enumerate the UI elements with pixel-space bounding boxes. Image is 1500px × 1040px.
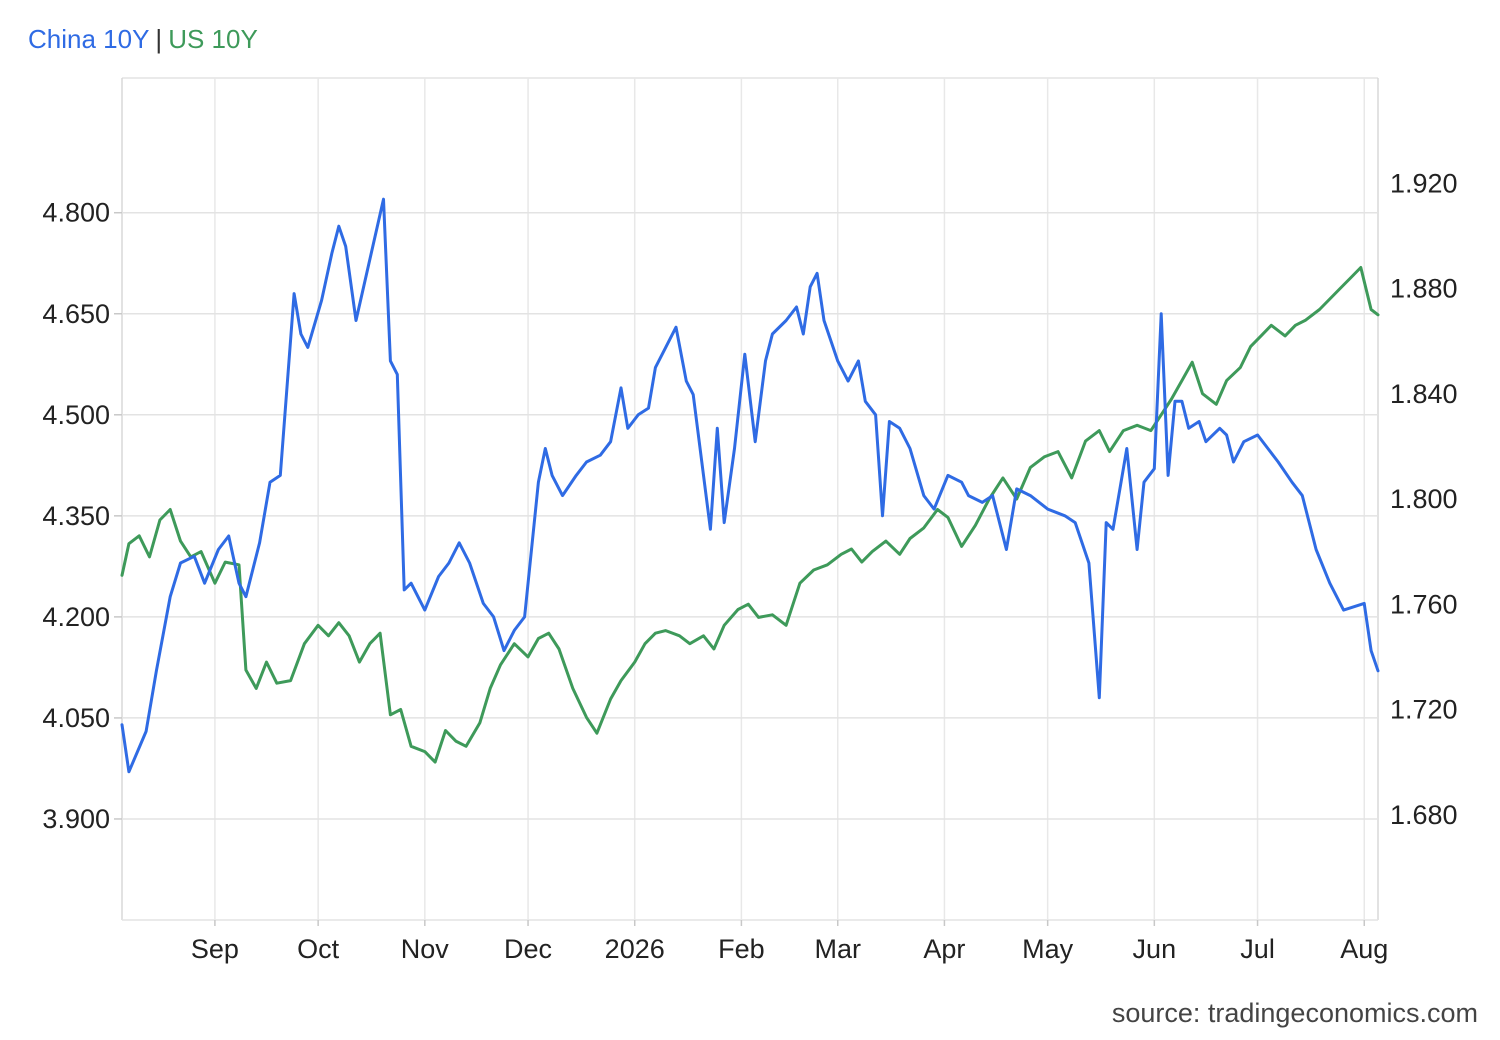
source-credit[interactable]: source: tradingeconomics.com (1111, 998, 1478, 1028)
y-left-tick-label: 4.500 (42, 400, 110, 430)
grid (121, 77, 1379, 921)
y-left-tick-label: 4.650 (42, 299, 110, 329)
y-left-tick-label: 4.350 (42, 501, 110, 531)
x-tick-label: Dec (504, 934, 552, 964)
series-line-china-10y[interactable] (120, 197, 1380, 774)
axes: Sep Oct Nov Dec 2026 Feb Mar Apr May Jun Jul Aug 4.8… (42, 168, 1457, 964)
legend-separator: | (155, 24, 163, 54)
y-left-tick-label: 3.900 (42, 804, 110, 834)
y-right-tick-label: 1.680 (1390, 800, 1458, 830)
y-right-tick-label: 1.920 (1390, 168, 1458, 198)
x-tick-label: Jun (1133, 934, 1177, 964)
x-tick-label: May (1022, 934, 1074, 964)
y-right-tick-label: 1.840 (1390, 379, 1458, 409)
y-right-tick-label: 1.760 (1390, 589, 1458, 619)
legend-china-10y[interactable]: China 10Y (28, 24, 150, 54)
x-tick-label: Sep (191, 934, 239, 964)
x-tick-label: Jul (1240, 934, 1275, 964)
series-line-us-10y[interactable] (120, 266, 1380, 764)
chart-legend: China 10Y | US 10Y (28, 22, 258, 56)
y-left-tick-label: 4.800 (42, 198, 110, 228)
y-right-tick-label: 1.880 (1390, 274, 1458, 304)
legend-us-10y[interactable]: US 10Y (168, 24, 258, 54)
y-left-tick-label: 4.050 (42, 703, 110, 733)
x-tick-label: Feb (718, 934, 765, 964)
y-right-tick-label: 1.720 (1390, 695, 1458, 725)
x-tick-label: 2026 (605, 934, 665, 964)
x-tick-label: Oct (297, 934, 340, 964)
series-lines (120, 197, 1380, 774)
x-tick-label: Apr (923, 934, 965, 964)
y-left-tick-label: 4.200 (42, 602, 110, 632)
x-tick-label: Nov (401, 934, 450, 964)
y-right-tick-label: 1.800 (1390, 484, 1458, 514)
x-tick-label: Mar (814, 934, 861, 964)
x-tick-label: Aug (1340, 934, 1388, 964)
